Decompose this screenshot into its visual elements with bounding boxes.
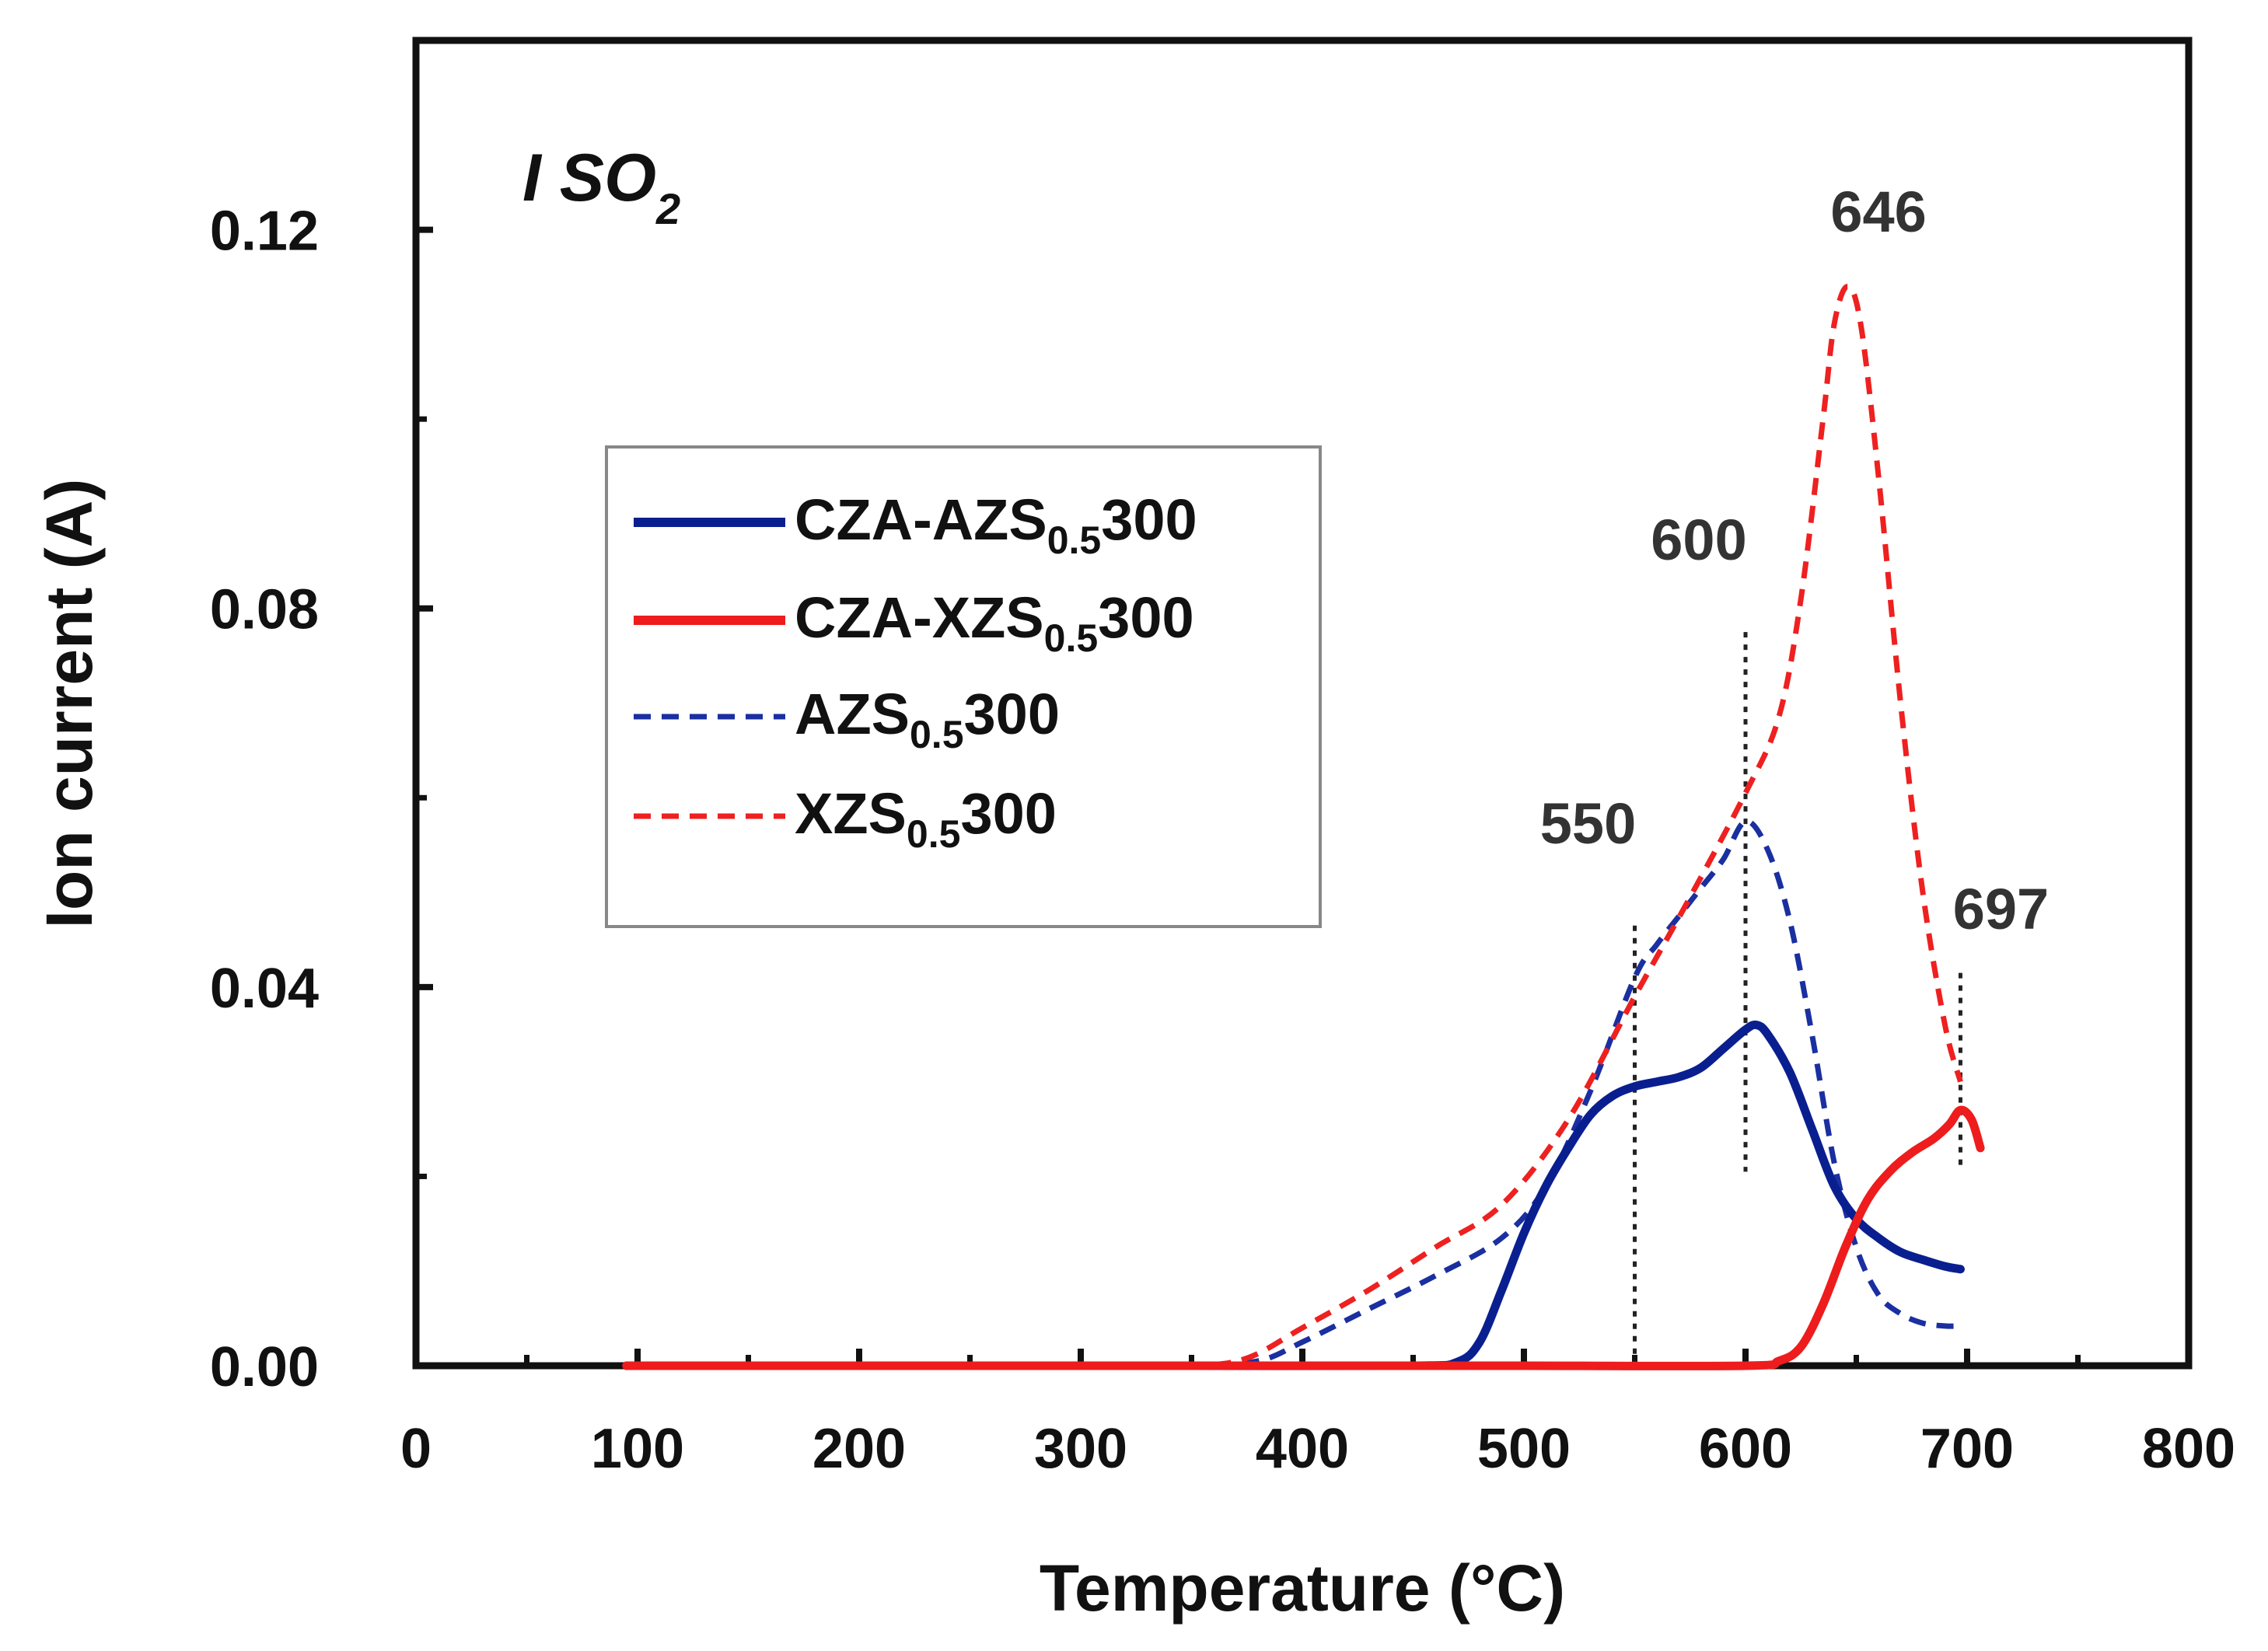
y-axis-title: Ion current (A) bbox=[33, 479, 106, 929]
legend-label: CZA-XZS0.5300 bbox=[795, 585, 1194, 660]
peak-label-697: 697 bbox=[1953, 877, 2049, 941]
legend-label: AZS0.5300 bbox=[795, 682, 1060, 756]
x-tick-label: 300 bbox=[1034, 1418, 1127, 1480]
y-tick-label: 0.12 bbox=[210, 201, 319, 263]
peak-label-600: 600 bbox=[1651, 508, 1746, 572]
x-axis-title: Temperature (°C) bbox=[1040, 1552, 1565, 1625]
annotation-layer: 550 600 646 697 bbox=[1540, 180, 2049, 941]
x-tick-label: 500 bbox=[1477, 1418, 1571, 1480]
y-tick-label: 0.04 bbox=[210, 958, 319, 1020]
legend: CZA-AZS0.5300 CZA-XZS0.5300 AZS0.5300 XZS0.… bbox=[605, 445, 1322, 928]
series-line-cza-xzs0-5300 bbox=[622, 1105, 1985, 1370]
x-tick-label: 800 bbox=[2142, 1418, 2235, 1480]
legend-label: CZA-AZS0.5300 bbox=[795, 487, 1197, 562]
x-tick-label: 600 bbox=[1699, 1418, 1792, 1480]
x-tick-label: 400 bbox=[1256, 1418, 1349, 1480]
axes-layer: 0 100 200 300 400 500 600 700 800 0.00 0.04 0.08 0.1… bbox=[210, 37, 2235, 1480]
peak-label-550: 550 bbox=[1540, 791, 1636, 856]
guides-layer bbox=[1633, 632, 1962, 1366]
series-layer bbox=[622, 284, 1985, 1370]
x-tick-label: 200 bbox=[812, 1418, 906, 1480]
peak-label-646: 646 bbox=[1830, 180, 1926, 244]
x-tick-label: 700 bbox=[1920, 1418, 2014, 1480]
series-line-xzs0-5300 bbox=[626, 284, 1963, 1370]
panel-label: I SO2 bbox=[522, 141, 680, 233]
y-tick-label: 0.08 bbox=[210, 579, 319, 641]
y-tick-label: 0.00 bbox=[210, 1336, 319, 1398]
series-line-cza-azs0-5300 bbox=[622, 1020, 1965, 1370]
legend-label: XZS0.5300 bbox=[795, 781, 1057, 856]
x-tick-label: 0 bbox=[400, 1418, 432, 1480]
x-tick-label: 100 bbox=[591, 1418, 684, 1480]
